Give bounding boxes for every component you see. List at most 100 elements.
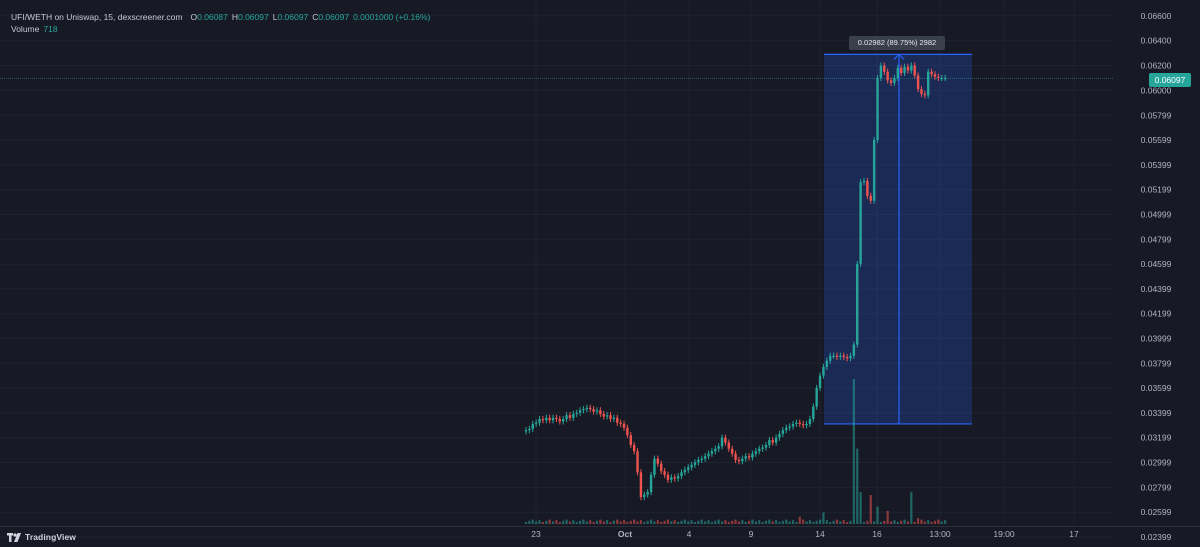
candle-body xyxy=(741,458,744,462)
volume-bar xyxy=(680,520,683,524)
candle-body xyxy=(660,463,663,472)
candle-body xyxy=(575,412,578,415)
volume-bar xyxy=(835,519,839,524)
candle-body xyxy=(933,74,937,77)
candle-body xyxy=(724,437,727,443)
tradingview-logo[interactable]: TradingView xyxy=(7,532,76,542)
volume-bar xyxy=(916,518,920,524)
volume-bar xyxy=(785,519,788,524)
candle-body xyxy=(812,406,815,419)
volume-bar xyxy=(859,492,862,524)
candle-body xyxy=(666,474,670,480)
volume-bar xyxy=(545,520,548,524)
volume-bar xyxy=(612,520,615,524)
volume-bar xyxy=(555,520,558,524)
price-tick-label: 0.05399 xyxy=(1141,160,1172,170)
volume-bar xyxy=(771,521,774,524)
volume-bar xyxy=(548,519,551,524)
volume-bar xyxy=(933,520,937,524)
tradingview-icon xyxy=(7,532,21,542)
volume-bar xyxy=(754,521,757,524)
time-tick-label: 4 xyxy=(687,529,692,539)
candle-body xyxy=(818,375,822,388)
volume-bar xyxy=(717,519,720,524)
volume-bar xyxy=(737,521,741,524)
candle-body xyxy=(599,410,602,415)
volume-bar xyxy=(582,519,585,524)
volume-bar xyxy=(575,522,578,524)
candle-body xyxy=(883,65,886,72)
open-value: 0.06087 xyxy=(197,12,228,22)
volume-bar xyxy=(795,522,798,524)
volume-bar xyxy=(687,521,690,524)
candle-body xyxy=(582,409,585,411)
volume-bar xyxy=(693,522,697,524)
volume-bar xyxy=(768,519,771,524)
candle-body xyxy=(920,89,923,95)
volume-bar xyxy=(595,520,599,524)
volume-bar xyxy=(670,521,673,524)
price-tick-label: 0.04599 xyxy=(1141,259,1172,269)
volume-bar xyxy=(690,520,693,524)
candle-body xyxy=(676,476,680,479)
candle-body xyxy=(913,65,916,76)
volume-bar xyxy=(629,520,632,524)
volume-bar xyxy=(825,520,828,524)
volume-bar xyxy=(731,520,734,524)
candle-body xyxy=(565,415,568,419)
volume-bar xyxy=(727,522,730,524)
candle-body xyxy=(764,445,768,448)
candle-body xyxy=(893,77,896,83)
candle-body xyxy=(845,356,849,359)
volume-bar xyxy=(700,519,703,524)
price-tick-label: 0.02799 xyxy=(1141,482,1172,492)
volume-bar xyxy=(666,519,670,524)
candle-body xyxy=(727,442,730,449)
current-price-label: 0.06097 xyxy=(1149,73,1191,87)
volume-bar xyxy=(856,448,859,524)
volume-bar xyxy=(535,521,538,524)
candle-body xyxy=(616,417,619,423)
candle-body xyxy=(551,417,555,421)
candle-body xyxy=(815,387,818,407)
volume-bar xyxy=(599,519,602,524)
price-tick-label: 0.05599 xyxy=(1141,135,1172,145)
time-tick-label: 13:00 xyxy=(929,529,951,539)
volume-bar xyxy=(649,519,653,524)
volume-bar xyxy=(653,521,656,524)
candle-body xyxy=(680,472,683,477)
candle-body xyxy=(788,426,791,428)
candle-body xyxy=(754,451,758,454)
candle-body xyxy=(541,418,545,421)
candle-body xyxy=(649,474,653,493)
candle-body xyxy=(720,437,724,447)
high-key: H xyxy=(231,12,238,22)
candle-body xyxy=(856,263,859,345)
candle-body xyxy=(710,451,714,454)
volume-bar xyxy=(589,520,592,524)
volume-bar xyxy=(568,521,572,524)
candle-body xyxy=(717,446,720,449)
candle-body xyxy=(578,410,582,413)
candle-body xyxy=(832,355,835,357)
candle-body xyxy=(801,423,805,426)
volume-bar xyxy=(761,522,764,524)
volume-bar xyxy=(592,522,595,524)
candle-body xyxy=(758,448,761,452)
volume-bar xyxy=(541,522,544,524)
price-tick-label: 0.06000 xyxy=(1141,85,1172,95)
price-tick-label: 0.06200 xyxy=(1141,61,1172,71)
volume-bar xyxy=(839,521,842,524)
volume-bar xyxy=(524,522,528,524)
volume-bar xyxy=(893,520,896,524)
low-key: L xyxy=(272,12,278,22)
candle-body xyxy=(808,418,812,424)
candle-body xyxy=(609,415,612,419)
candle-body xyxy=(771,440,774,443)
candle-body xyxy=(879,65,883,78)
volume-bar xyxy=(798,516,801,524)
candle-body xyxy=(670,477,673,480)
time-tick-label: 9 xyxy=(749,529,754,539)
volume-bar xyxy=(562,520,565,524)
